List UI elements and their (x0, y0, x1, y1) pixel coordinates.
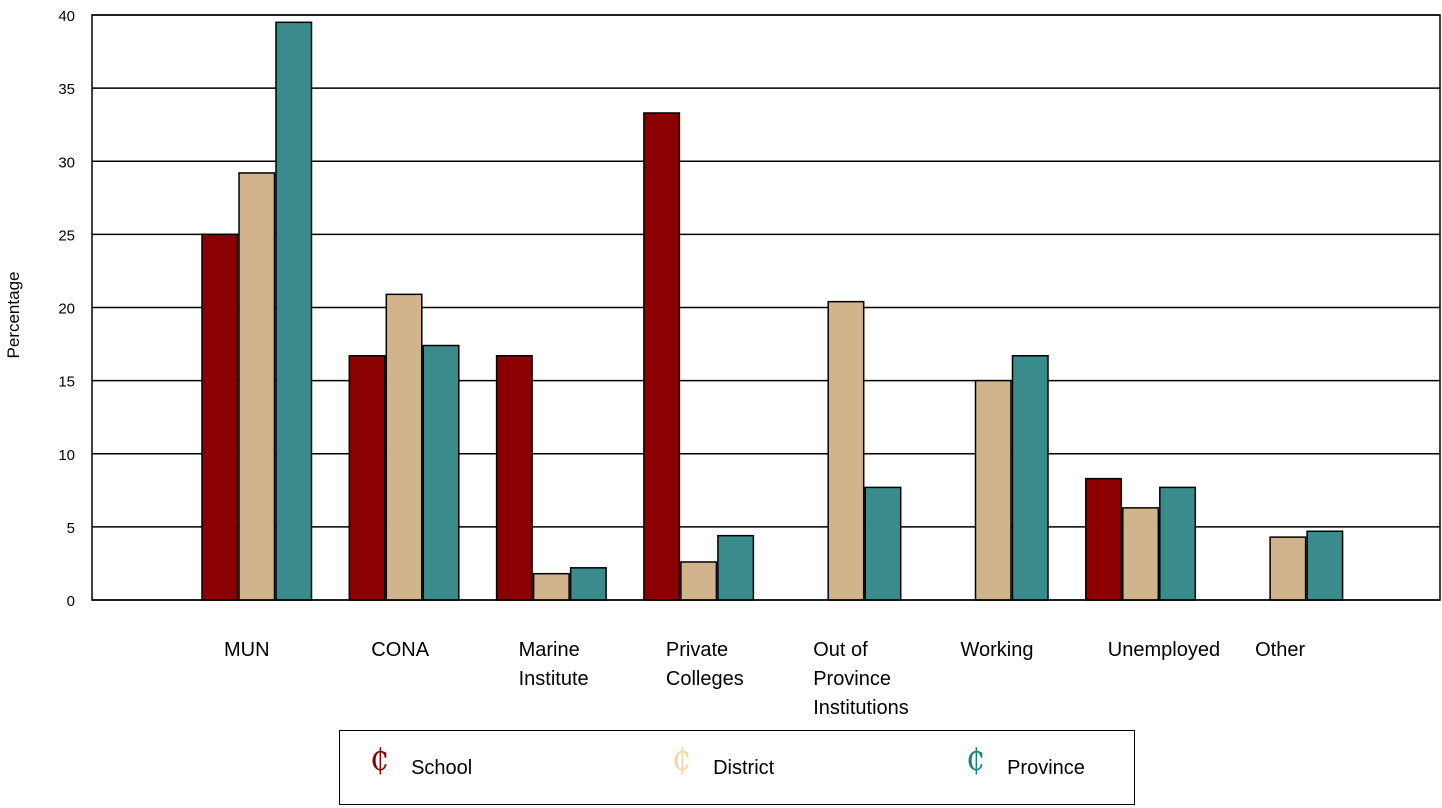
x-tick-label-5: Working (961, 639, 1034, 661)
legend-label-district: District (713, 757, 775, 779)
bar-school-2 (495, 355, 533, 601)
x-tick-label-6: Unemployed (1108, 639, 1220, 661)
legend-marker-school: ₵ (370, 743, 390, 778)
bar-school-1 (348, 355, 386, 601)
x-tick-label-1: CONA (371, 639, 429, 661)
bar-province-7 (1306, 530, 1344, 601)
legend-label-school: School (411, 757, 473, 779)
legend-item-school: ₵ School (370, 743, 473, 786)
bar-school-6 (1085, 477, 1123, 601)
bar-school-3 (643, 112, 681, 601)
bar-district-4 (827, 300, 865, 601)
bar-district-0 (238, 172, 276, 601)
bar-province-6 (1159, 486, 1197, 601)
bar-province-5 (1011, 355, 1049, 601)
bars (201, 21, 1344, 601)
bar-province-1 (422, 344, 460, 601)
y-tick-label-20: 20 (58, 301, 75, 318)
legend-marker-province: ₵ (966, 743, 986, 778)
y-tick-label-10: 10 (58, 447, 75, 464)
x-tick-label-2: Marine Institute (519, 639, 589, 690)
y-tick-label-40: 40 (58, 8, 75, 25)
y-tick-label-35: 35 (58, 81, 75, 98)
y-tick-label-25: 25 (58, 227, 75, 244)
bar-province-0 (275, 21, 313, 601)
y-tick-label-5: 5 (67, 520, 75, 537)
legend-marker-district: ₵ (672, 743, 692, 778)
x-tick-label-4: Out of Province Institutions (813, 639, 909, 719)
bar-district-5 (974, 379, 1012, 601)
bar-district-7 (1269, 536, 1307, 601)
y-tick-labels: 0 5 10 15 20 25 30 35 40 (58, 8, 75, 610)
bar-province-3 (717, 534, 755, 601)
x-tick-label-7: Other (1255, 639, 1305, 661)
bar-district-1 (385, 293, 423, 601)
legend: ₵ School ₵ District ₵ Province (339, 730, 1135, 805)
legend-item-district: ₵ District (672, 743, 775, 786)
bar-school-0 (201, 233, 239, 601)
bar-district-2 (532, 572, 570, 601)
x-tick-label-3: Private Colleges (666, 639, 744, 690)
y-tick-label-30: 30 (58, 154, 75, 171)
x-tick-label-0: MUN (224, 639, 270, 661)
legend-label-province: Province (1007, 757, 1085, 779)
bar-district-3 (680, 561, 718, 601)
legend-item-province: ₵ Province (966, 743, 1085, 786)
y-tick-label-0: 0 (67, 593, 75, 610)
bar-province-2 (569, 567, 607, 601)
y-axis-label: Percentage (4, 271, 23, 359)
bar-district-6 (1122, 507, 1160, 601)
y-tick-label-15: 15 (58, 374, 75, 391)
x-tick-labels: MUN CONA Marine Institute Private Colleges Out… (224, 639, 1305, 719)
bar-province-4 (864, 486, 902, 601)
plot-frame (91, 14, 1441, 601)
